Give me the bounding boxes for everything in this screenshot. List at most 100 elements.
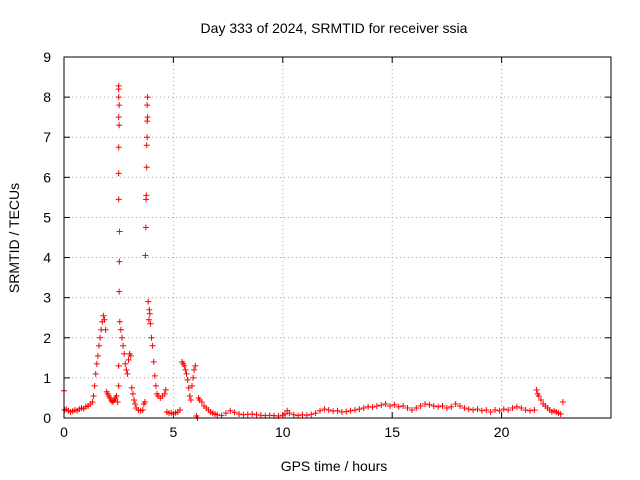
data-point — [308, 411, 315, 418]
data-point — [144, 114, 151, 121]
data-point — [559, 398, 566, 405]
data-point — [148, 334, 155, 341]
data-point — [92, 370, 99, 377]
data-point — [500, 406, 507, 413]
data-point — [236, 410, 243, 417]
data-point — [325, 406, 332, 413]
y-tick-label: 9 — [43, 49, 51, 65]
data-point — [132, 400, 139, 407]
data-point — [181, 362, 188, 369]
data-point — [413, 404, 420, 411]
data-point — [146, 310, 153, 317]
data-point — [286, 410, 293, 417]
data-point — [116, 258, 123, 265]
data-point — [347, 407, 354, 414]
data-points — [61, 82, 566, 421]
data-point — [478, 407, 485, 414]
data-point — [149, 342, 156, 349]
data-point — [114, 398, 121, 405]
data-point — [522, 406, 529, 413]
data-point — [100, 312, 107, 319]
data-point — [115, 170, 122, 177]
data-point — [145, 316, 152, 323]
data-point — [161, 390, 168, 397]
y-tick-label: 6 — [43, 169, 51, 185]
data-point — [387, 402, 394, 409]
data-point — [404, 404, 411, 411]
data-point — [249, 410, 256, 417]
data-point — [231, 409, 238, 416]
data-point — [290, 411, 297, 418]
data-point — [505, 406, 512, 413]
data-point — [89, 398, 96, 405]
y-tick-label: 3 — [43, 290, 51, 306]
data-point — [214, 411, 221, 418]
data-point — [183, 370, 190, 377]
data-point — [373, 402, 380, 409]
data-point — [457, 402, 464, 409]
data-point — [312, 410, 319, 417]
data-point — [150, 358, 157, 365]
data-point — [186, 392, 193, 399]
data-point — [113, 392, 120, 399]
data-point — [143, 142, 150, 149]
data-point — [378, 402, 385, 409]
data-point — [129, 390, 136, 397]
data-point — [422, 400, 429, 407]
axis-ticks — [63, 56, 611, 419]
data-point — [321, 406, 328, 413]
data-point — [144, 102, 151, 109]
data-point — [408, 406, 415, 413]
x-tick-label: 10 — [275, 424, 291, 440]
data-point — [122, 360, 129, 367]
data-point — [116, 102, 123, 109]
data-point — [145, 298, 152, 305]
data-point — [115, 362, 122, 369]
data-point — [115, 144, 122, 151]
data-point — [483, 406, 490, 413]
y-tick-label: 4 — [43, 250, 51, 266]
data-point — [96, 342, 103, 349]
y-tick-label: 8 — [43, 89, 51, 105]
data-point — [509, 404, 516, 411]
data-point — [474, 406, 481, 413]
data-point — [120, 342, 127, 349]
data-point — [343, 408, 350, 415]
data-point — [142, 252, 149, 259]
data-point — [162, 386, 169, 393]
data-point — [535, 392, 542, 399]
data-point — [303, 412, 310, 419]
data-point — [115, 94, 122, 101]
data-point — [147, 320, 154, 327]
data-point — [91, 382, 98, 389]
data-point — [115, 82, 122, 89]
data-point — [93, 360, 100, 367]
data-point — [121, 350, 128, 357]
data-point — [448, 403, 455, 410]
data-point — [360, 404, 367, 411]
data-point — [352, 406, 359, 413]
data-point — [537, 396, 544, 403]
data-point — [188, 382, 195, 389]
plot-frame — [63, 56, 612, 419]
data-point — [470, 406, 477, 413]
data-point — [102, 326, 109, 333]
x-tick-label: 5 — [170, 424, 178, 440]
data-point — [400, 402, 407, 409]
data-point — [395, 403, 402, 410]
data-point — [281, 410, 288, 417]
data-point — [185, 384, 192, 391]
data-point — [151, 372, 158, 379]
y-axis-label: SRMTID / TECUs — [6, 183, 22, 293]
data-point — [513, 403, 520, 410]
data-point — [182, 366, 189, 373]
data-point — [452, 400, 459, 407]
data-point — [128, 384, 135, 391]
data-point — [184, 376, 191, 383]
data-point — [90, 392, 97, 399]
data-point — [187, 396, 194, 403]
data-point — [124, 370, 131, 377]
y-tick-label: 0 — [43, 410, 51, 426]
data-point — [527, 407, 534, 414]
